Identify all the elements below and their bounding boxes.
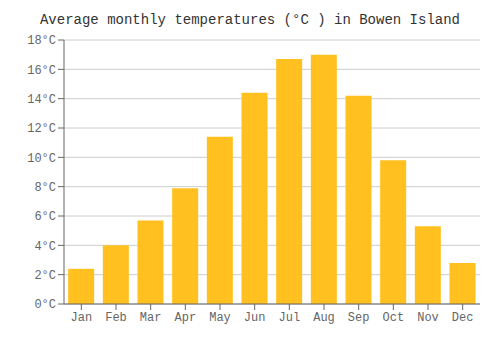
svg-text:Apr: Apr (175, 311, 197, 325)
svg-text:Aug: Aug (313, 311, 335, 325)
svg-text:Sep: Sep (348, 311, 370, 325)
svg-text:0°C: 0°C (34, 298, 56, 312)
svg-text:Mar: Mar (140, 311, 162, 325)
svg-text:2°C: 2°C (34, 269, 56, 283)
svg-text:Dec: Dec (452, 311, 474, 325)
svg-text:Feb: Feb (105, 311, 127, 325)
svg-text:Oct: Oct (383, 311, 405, 325)
svg-text:16°C: 16°C (27, 64, 56, 78)
html-text:Average monthly temperatures (: Average monthly temperatures (°C ) in Bo… (40, 12, 460, 28)
svg-text:8°C: 8°C (34, 181, 56, 195)
svg-text:Jan: Jan (71, 311, 93, 325)
svg-text:Jul: Jul (279, 311, 301, 325)
svg-text:14°C: 14°C (27, 93, 56, 107)
svg-text:10°C: 10°C (27, 152, 56, 166)
svg-text:4°C: 4°C (34, 240, 56, 254)
svg-text:Nov: Nov (417, 311, 439, 325)
svg-text:6°C: 6°C (34, 210, 56, 224)
svg-text:Jun: Jun (244, 311, 266, 325)
svg-text:May: May (209, 311, 231, 325)
svg-text:12°C: 12°C (27, 122, 56, 136)
svg-text:18°C: 18°C (27, 34, 56, 48)
